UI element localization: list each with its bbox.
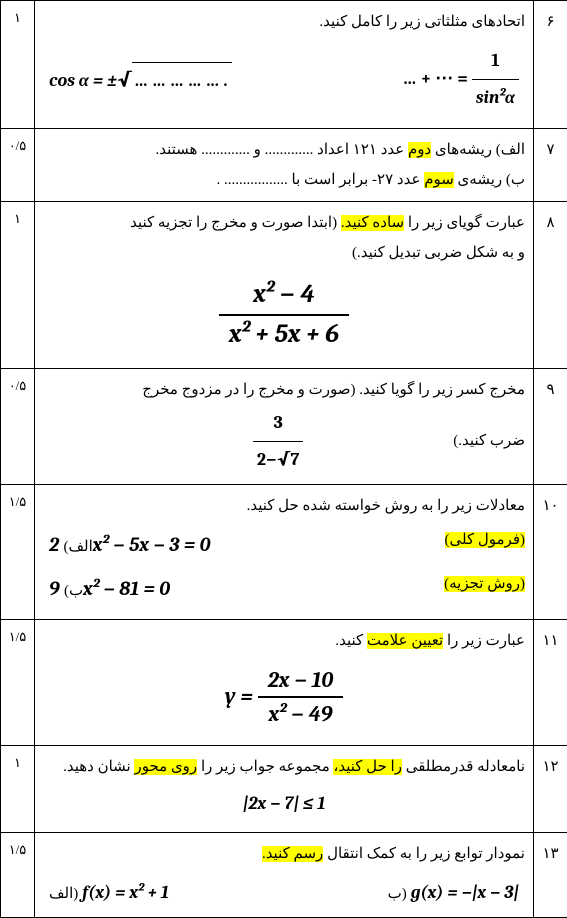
prompt-text: نامعادله قدرمطلقی را حل کنید، مجموعه جوا… bbox=[43, 752, 525, 782]
question-cell: معادلات زیر را به روش خواسته شده حل کنید… bbox=[35, 484, 534, 619]
highlight: رسم کنید. bbox=[262, 846, 323, 862]
number-cell: ۷ bbox=[534, 129, 567, 202]
line-2: ضرب کنید.) bbox=[453, 426, 525, 456]
formula-right: … + ⋯ = 1 sin²α bbox=[403, 43, 519, 116]
table-row: ۰/۵ مخرج کسر زیر را گویا کنید. (صورت و م… bbox=[1, 368, 567, 484]
question-cell: مخرج کسر زیر را گویا کنید. (صورت و مخرج … bbox=[35, 368, 534, 484]
line-1: عبارت گویای زیر را ساده کنید. (ابتدا صور… bbox=[43, 208, 525, 238]
score-cell: ۱ bbox=[1, 202, 35, 369]
number-cell: ۹ bbox=[534, 368, 567, 484]
table-row: ۱/۵ معادلات زیر را به روش خواسته شده حل … bbox=[1, 484, 567, 619]
question-cell: اتحادهای مثلثاتی زیر را کامل کنید. cos α… bbox=[35, 1, 534, 129]
score-cell: ۱/۵ bbox=[1, 484, 35, 619]
line-b: ب) ریشه‌ی سوم عدد ۲۷- برابر است با .....… bbox=[43, 165, 525, 195]
table-row: ۱/۵ عبارت زیر را تعیین علامت کنید. y = 2… bbox=[1, 619, 567, 745]
score-cell: ۰/۵ bbox=[1, 129, 35, 202]
fraction: 3 2−√7 bbox=[253, 405, 303, 478]
number-cell: ۱۳ bbox=[534, 832, 567, 917]
prompt-text: اتحادهای مثلثاتی زیر را کامل کنید. bbox=[43, 7, 525, 37]
equation: |2x − 7| ≤ 1 bbox=[43, 786, 525, 822]
score-cell: ۱/۵ bbox=[1, 619, 35, 745]
question-cell: عبارت زیر را تعیین علامت کنید. y = 2x − … bbox=[35, 619, 534, 745]
exam-table: ۱ اتحادهای مثلثاتی زیر را کامل کنید. cos… bbox=[0, 0, 567, 918]
question-cell: نمودار توابع زیر را به کمک انتقال رسم کن… bbox=[35, 832, 534, 917]
number-cell: ۶ bbox=[534, 1, 567, 129]
highlight: را حل کنید، bbox=[333, 759, 401, 775]
highlight: ساده کنید. bbox=[341, 215, 404, 231]
table-row: ۱/۵ نمودار توابع زیر را به کمک انتقال رس… bbox=[1, 832, 567, 917]
table-row: ۱ اتحادهای مثلثاتی زیر را کامل کنید. cos… bbox=[1, 1, 567, 129]
score-cell: ۰/۵ bbox=[1, 368, 35, 484]
line-2: و به شکل ضربی تبدیل کنید.) bbox=[43, 238, 525, 268]
prompt-text: نمودار توابع زیر را به کمک انتقال رسم کن… bbox=[43, 839, 525, 869]
equation-a: الف) 2x² − 5x − 3 = 0 (فرمول کلی) bbox=[49, 525, 525, 565]
highlight: سوم bbox=[424, 172, 454, 188]
number-cell: ۸ bbox=[534, 202, 567, 369]
line-1: مخرج کسر زیر را گویا کنید. (صورت و مخرج … bbox=[43, 375, 525, 405]
question-cell: عبارت گویای زیر را ساده کنید. (ابتدا صور… bbox=[35, 202, 534, 369]
prompt-text: عبارت زیر را تعیین علامت کنید. bbox=[43, 626, 525, 656]
highlight: (فرمول کلی) bbox=[445, 532, 525, 548]
highlight: دوم bbox=[408, 142, 431, 158]
score-cell: ۱ bbox=[1, 745, 35, 832]
fraction: x² − 4 x² + 5x + 6 bbox=[43, 276, 525, 354]
equation-b: ب) 9x² − 81 = 0 (روش تجزیه) bbox=[49, 569, 525, 609]
score-cell: ۱ bbox=[1, 1, 35, 129]
equation-b: ب) g(x) = −|x − 3| bbox=[388, 875, 519, 911]
number-cell: ۱۲ bbox=[534, 745, 567, 832]
equation-a: الف) f(x) = x² + 1 bbox=[49, 875, 169, 911]
fraction: y = 2x − 10 x² − 49 bbox=[43, 664, 525, 731]
table-row: ۱ نامعادله قدرمطلقی را حل کنید، مجموعه ج… bbox=[1, 745, 567, 832]
number-cell: ۱۰ bbox=[534, 484, 567, 619]
highlight: (روش تجزیه) bbox=[444, 576, 525, 592]
line-a: الف) ریشه‌های دوم عدد ۱۲۱ اعداد ........… bbox=[43, 135, 525, 165]
table-row: ۰/۵ الف) ریشه‌های دوم عدد ۱۲۱ اعداد ....… bbox=[1, 129, 567, 202]
highlight: تعیین علامت bbox=[367, 633, 443, 649]
score-cell: ۱/۵ bbox=[1, 832, 35, 917]
table-row: ۱ عبارت گویای زیر را ساده کنید. (ابتدا ص… bbox=[1, 202, 567, 369]
question-cell: الف) ریشه‌های دوم عدد ۱۲۱ اعداد ........… bbox=[35, 129, 534, 202]
number-cell: ۱۱ bbox=[534, 619, 567, 745]
formula-left: cos α = ±… … … … … . bbox=[49, 60, 232, 100]
prompt-text: معادلات زیر را به روش خواسته شده حل کنید… bbox=[43, 491, 525, 521]
highlight: روی محور bbox=[134, 759, 197, 775]
question-cell: نامعادله قدرمطلقی را حل کنید، مجموعه جوا… bbox=[35, 745, 534, 832]
